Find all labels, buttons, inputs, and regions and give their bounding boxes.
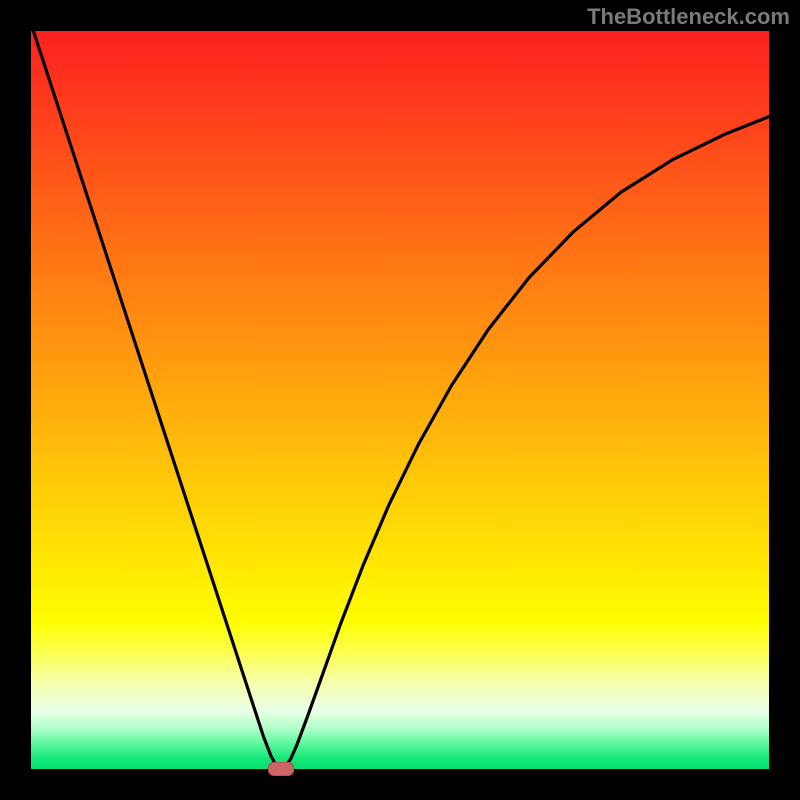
marker-pill [268,762,294,776]
curve-layer [31,31,769,769]
watermark-text: TheBottleneck.com [587,4,790,30]
bottleneck-curve [31,31,769,765]
plot-area [31,31,769,769]
chart-container: TheBottleneck.com [0,0,800,800]
minimum-marker [268,762,294,776]
